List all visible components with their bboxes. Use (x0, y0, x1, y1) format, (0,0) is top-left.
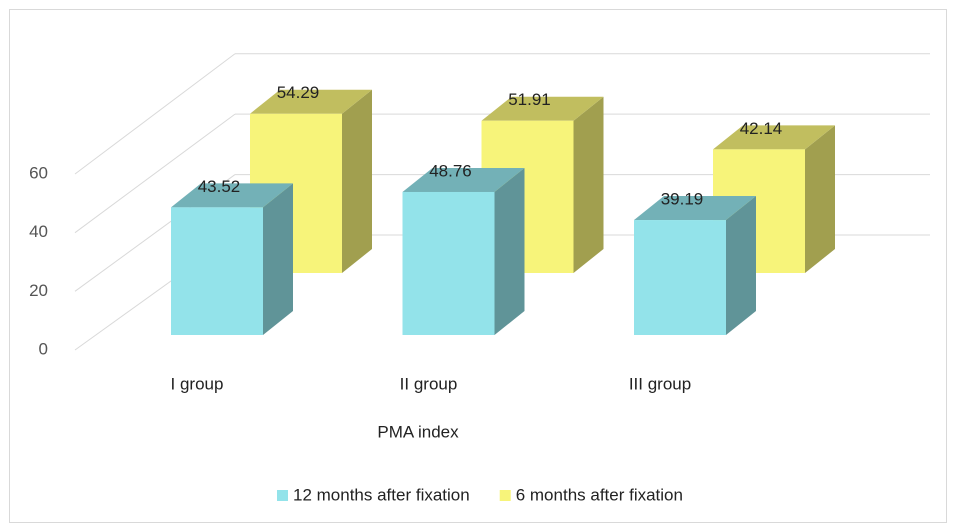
data-label: 39.19 (661, 190, 704, 209)
y-tick-label: 60 (29, 163, 48, 182)
bar (402, 191, 495, 335)
bar-side (805, 125, 835, 273)
data-label: 54.29 (277, 83, 320, 102)
data-label: 48.76 (429, 161, 472, 180)
bar-top (402, 167, 525, 192)
x-axis-title: PMA index (377, 422, 459, 441)
bar-side (263, 183, 293, 335)
bar (634, 220, 726, 335)
x-tick-label: I group (171, 374, 224, 393)
bar (171, 207, 263, 335)
bar-top (634, 196, 756, 221)
legend-label: 12 months after fixation (293, 485, 470, 504)
y-tick-label: 0 (39, 339, 48, 358)
data-label: 43.52 (198, 177, 241, 196)
legend-label: 6 months after fixation (516, 485, 683, 504)
grid-line (74, 113, 236, 234)
x-tick-label: II group (400, 374, 458, 393)
bar-side (494, 167, 525, 335)
y-tick-label: 20 (29, 281, 48, 300)
bar-top (713, 125, 835, 150)
bar-side (342, 89, 372, 274)
legend-swatch (499, 490, 511, 501)
bar-top (481, 96, 604, 121)
grid-line (74, 53, 236, 175)
data-label: 51.91 (508, 90, 551, 109)
legend-swatch (277, 490, 288, 501)
y-tick-label: 40 (29, 222, 48, 241)
bar-side (726, 196, 756, 335)
bar-top (171, 183, 293, 208)
data-label: 42.14 (740, 119, 783, 138)
bar-top (250, 89, 372, 114)
x-tick-label: III group (629, 374, 691, 393)
bar-side (573, 96, 604, 273)
